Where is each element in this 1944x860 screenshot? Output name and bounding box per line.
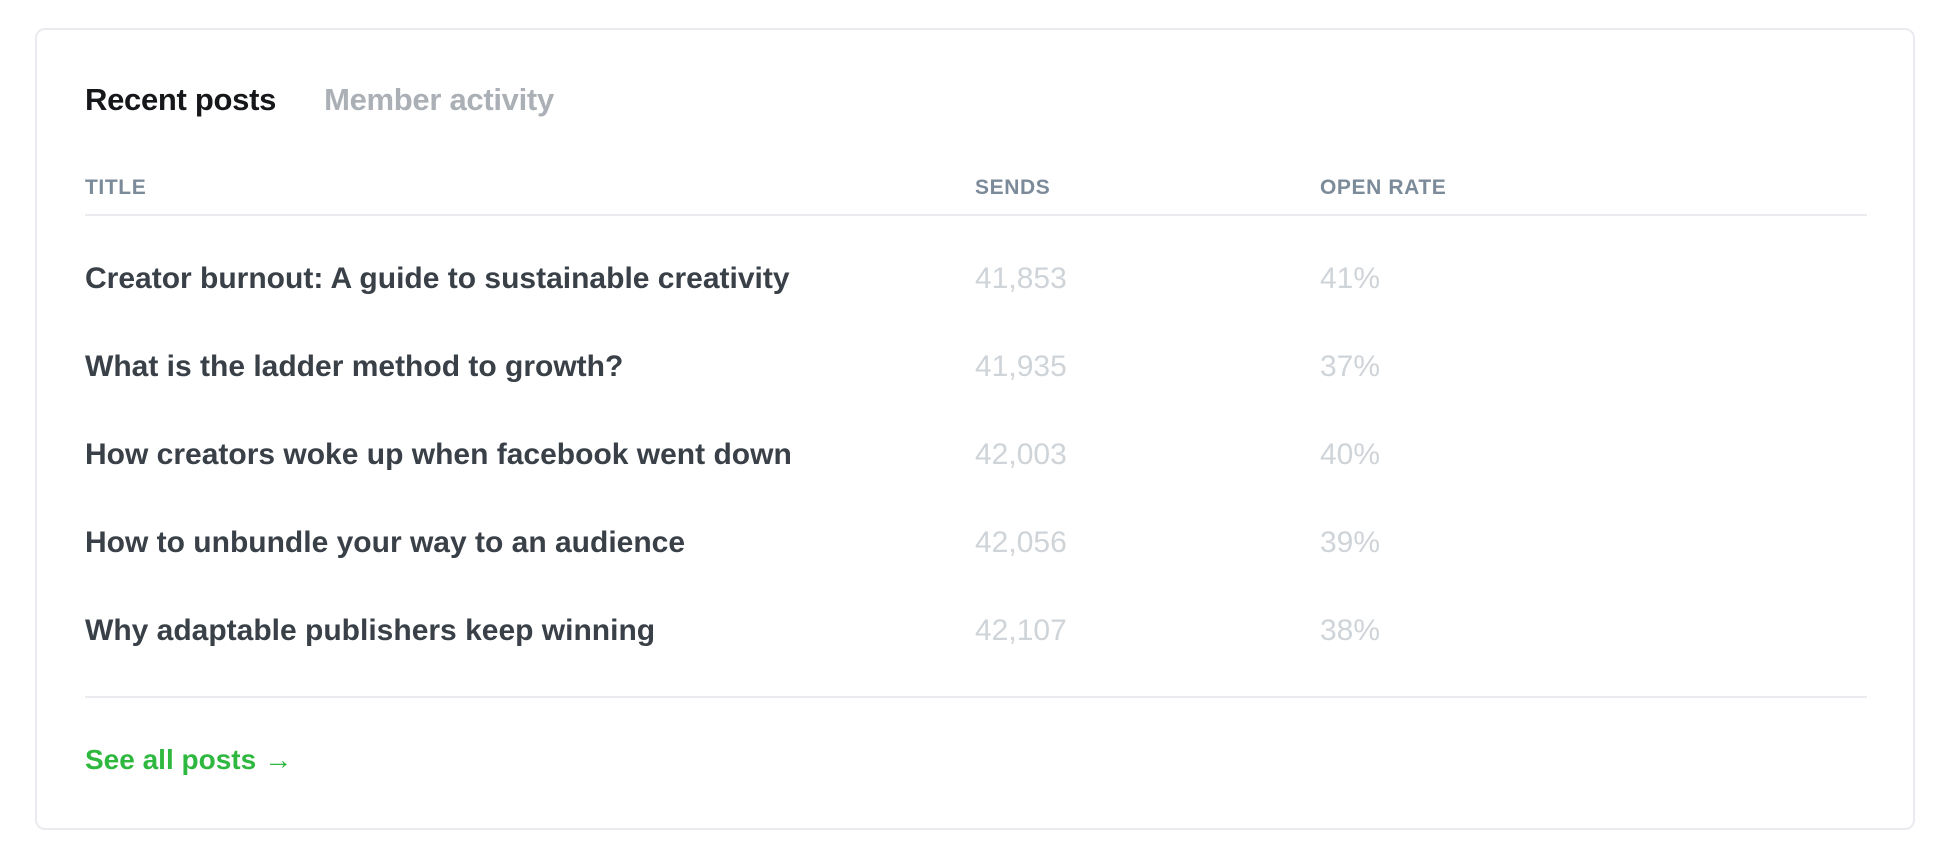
post-open-rate: 38% — [1320, 614, 1381, 647]
post-title[interactable]: What is the ladder method to growth? — [85, 350, 624, 383]
table-row[interactable]: Creator burnout: A guide to sustainable … — [85, 252, 1867, 340]
recent-posts-card: Recent posts Member activity TITLE SENDS… — [35, 28, 1915, 830]
table-row[interactable]: What is the ladder method to growth? 41,… — [85, 340, 1867, 428]
post-sends: 42,003 — [975, 438, 1067, 471]
post-open-rate: 40% — [1320, 438, 1381, 471]
see-all-posts-link[interactable]: See all posts → — [85, 744, 292, 776]
post-sends: 42,056 — [975, 526, 1067, 559]
table-row[interactable]: How creators woke up when facebook went … — [85, 428, 1867, 516]
tab-recent-posts[interactable]: Recent posts — [85, 82, 277, 117]
post-sends: 41,853 — [975, 262, 1067, 295]
post-title[interactable]: Why adaptable publishers keep winning — [85, 614, 656, 647]
table-row[interactable]: How to unbundle your way to an audience … — [85, 516, 1867, 604]
post-sends: 41,935 — [975, 350, 1067, 383]
tab-bar: Recent posts Member activity — [85, 82, 554, 118]
post-title[interactable]: Creator burnout: A guide to sustainable … — [85, 262, 790, 295]
post-title[interactable]: How creators woke up when facebook went … — [85, 438, 792, 471]
post-open-rate: 41% — [1320, 262, 1381, 295]
posts-table-body: Creator burnout: A guide to sustainable … — [85, 252, 1867, 692]
see-all-posts-label: See all posts — [85, 744, 257, 775]
column-header-sends: SENDS — [975, 176, 1051, 199]
tab-member-activity[interactable]: Member activity — [324, 82, 554, 117]
table-row[interactable]: Why adaptable publishers keep winning 42… — [85, 604, 1867, 692]
post-title[interactable]: How to unbundle your way to an audience — [85, 526, 686, 559]
post-open-rate: 37% — [1320, 350, 1381, 383]
table-header: TITLE SENDS OPEN RATE — [85, 166, 1867, 216]
footer-divider — [85, 696, 1867, 698]
arrow-right-icon: → — [264, 744, 293, 775]
column-header-open-rate: OPEN RATE — [1320, 176, 1447, 199]
column-header-title: TITLE — [85, 176, 147, 199]
post-sends: 42,107 — [975, 614, 1067, 647]
post-open-rate: 39% — [1320, 526, 1381, 559]
